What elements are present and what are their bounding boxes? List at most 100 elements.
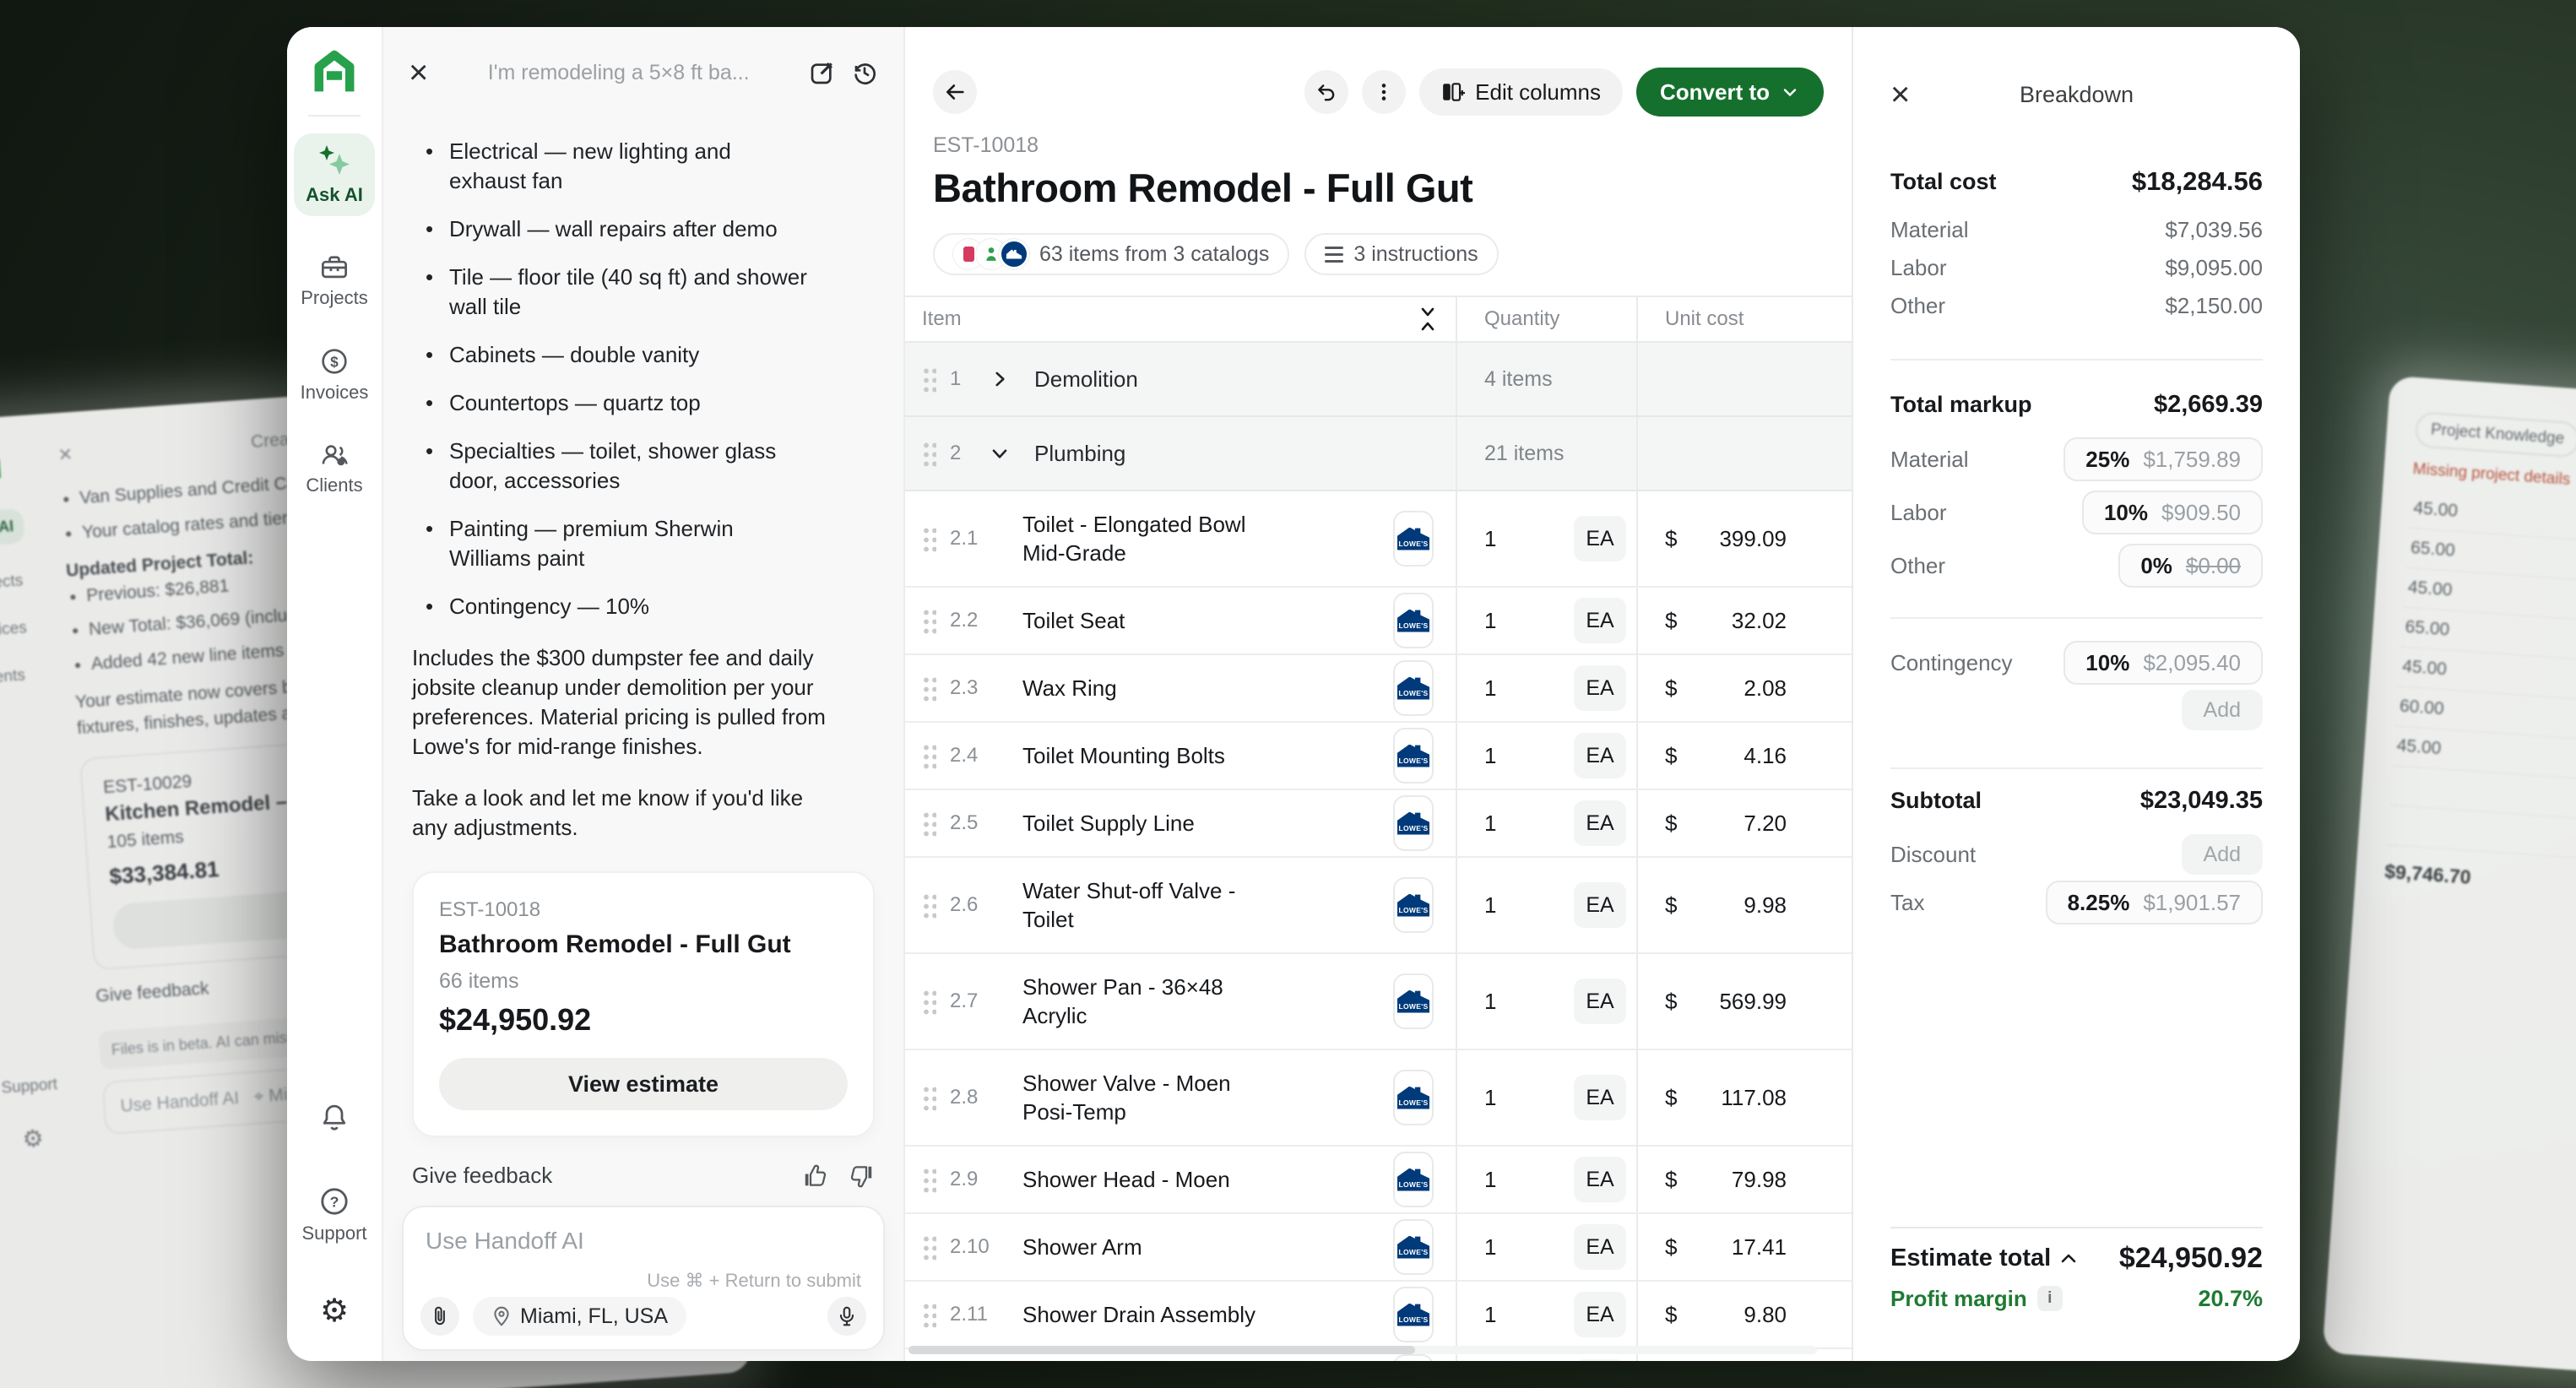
table-item-row[interactable]: 2.4 Toilet Mounting Bolts LOWE'S 1 EA $ … (905, 723, 1852, 790)
item-unit[interactable]: EA (1574, 800, 1626, 846)
notifications-button[interactable] (320, 1103, 349, 1133)
drag-handle-icon[interactable] (922, 989, 936, 1015)
item-unit[interactable]: EA (1574, 733, 1626, 778)
undo-button[interactable] (1304, 70, 1348, 114)
item-unit-cost[interactable]: 2.08 (1744, 675, 1787, 702)
markup-pill[interactable]: 0% $0.00 (2118, 544, 2263, 588)
table-item-row[interactable]: 2.2 Toilet Seat LOWE'S 1 EA $ 32.02 (905, 588, 1852, 655)
drag-handle-icon[interactable] (922, 1085, 936, 1111)
close-chat-icon[interactable]: × (409, 56, 428, 89)
item-unit[interactable]: EA (1574, 1359, 1626, 1361)
item-unit-cost[interactable]: 7.20 (1744, 811, 1787, 837)
table-item-row[interactable]: 2.10 Shower Arm LOWE'S 1 EA $ 17.41 (905, 1214, 1852, 1282)
table-item-row[interactable]: 2.7 Shower Pan - 36×48 Acrylic LOWE'S 1 … (905, 954, 1852, 1050)
item-unit[interactable]: EA (1574, 1292, 1626, 1337)
group-chevron-icon[interactable] (989, 368, 1011, 390)
markup-pill[interactable]: 25% $1,759.89 (2064, 437, 2263, 481)
item-unit[interactable]: EA (1574, 882, 1626, 928)
attach-button[interactable] (420, 1297, 459, 1336)
back-button[interactable] (933, 70, 977, 114)
sidebar-item-clients[interactable]: Clients (306, 442, 362, 496)
drag-handle-icon[interactable] (922, 892, 936, 919)
catalogs-badge[interactable]: 63 items from 3 catalogs (933, 233, 1289, 275)
markup-pill[interactable]: 10% $909.50 (2082, 491, 2263, 534)
table-item-row[interactable]: 2.11 Shower Drain Assembly LOWE'S 1 EA $… (905, 1282, 1852, 1349)
info-icon[interactable]: i (2037, 1286, 2063, 1311)
scrollbar-thumb[interactable] (908, 1346, 1415, 1354)
sidebar-item-invoices[interactable]: $ Invoices (301, 348, 369, 404)
group-chevron-icon[interactable] (989, 442, 1011, 464)
view-estimate-button[interactable]: View estimate (439, 1058, 848, 1110)
item-quantity[interactable]: 1 (1484, 989, 1496, 1015)
chat-input[interactable]: Use Handoff AI Use ⌘ + Return to submit … (402, 1206, 885, 1351)
item-quantity[interactable]: 1 (1484, 1234, 1496, 1261)
item-quantity[interactable]: 1 (1484, 1167, 1496, 1193)
drag-handle-icon[interactable] (922, 441, 936, 467)
close-breakdown-icon[interactable]: × (1890, 78, 1910, 111)
item-quantity[interactable]: 1 (1484, 608, 1496, 634)
convert-to-button[interactable]: Convert to (1636, 68, 1824, 117)
drag-handle-icon[interactable] (922, 675, 936, 702)
item-quantity[interactable]: 1 (1484, 1302, 1496, 1328)
table-item-row[interactable]: 2.6 Water Shut-off Valve - Toilet LOWE'S… (905, 858, 1852, 954)
thumbs-up-icon[interactable] (802, 1163, 827, 1189)
more-options-button[interactable] (1362, 70, 1406, 114)
table-item-row[interactable]: 2.3 Wax Ring LOWE'S 1 EA $ 2.08 (905, 655, 1852, 723)
table-group-row[interactable]: 1 Demolition 4 items (905, 343, 1852, 417)
item-unit[interactable]: EA (1574, 1157, 1626, 1202)
item-unit[interactable]: EA (1574, 1075, 1626, 1120)
instructions-badge[interactable]: 3 instructions (1304, 233, 1498, 275)
collapse-all-icon[interactable] (1418, 307, 1437, 331)
item-unit-cost[interactable]: 9.80 (1744, 1302, 1787, 1328)
item-unit[interactable]: EA (1574, 516, 1626, 561)
mic-button[interactable] (827, 1297, 866, 1336)
sidebar-item-projects[interactable]: Projects (301, 255, 367, 309)
item-unit-cost[interactable]: 79.98 (1732, 1167, 1787, 1193)
tax-pill[interactable]: 8.25% $1,901.57 (2046, 881, 2263, 924)
location-pill[interactable]: Miami, FL, USA (473, 1297, 686, 1336)
table-item-row[interactable]: 2.8 Shower Valve - Moen Posi-Temp LOWE'S… (905, 1050, 1852, 1147)
item-quantity[interactable]: 1 (1484, 1085, 1496, 1111)
item-unit-cost[interactable]: 32.02 (1732, 608, 1787, 634)
table-item-row[interactable]: 2.9 Shower Head - Moen LOWE'S 1 EA $ 79.… (905, 1147, 1852, 1214)
history-icon[interactable] (851, 59, 878, 86)
item-unit[interactable]: EA (1574, 598, 1626, 643)
thumbs-down-icon[interactable] (849, 1163, 875, 1189)
estimate-card[interactable]: EST-10018 Bathroom Remodel - Full Gut 66… (412, 871, 875, 1137)
item-quantity[interactable]: 1 (1484, 892, 1496, 919)
item-unit-cost[interactable]: 399.09 (1719, 526, 1787, 552)
drag-handle-icon[interactable] (922, 1234, 936, 1261)
item-quantity[interactable]: 1 (1484, 526, 1496, 552)
handoff-logo[interactable] (311, 49, 358, 96)
contingency-pill[interactable]: 10% $2,095.40 (2064, 641, 2263, 685)
add-button[interactable]: Add (2182, 834, 2263, 875)
item-quantity[interactable]: 1 (1484, 811, 1496, 837)
drag-handle-icon[interactable] (922, 366, 936, 393)
item-unit[interactable]: EA (1574, 979, 1626, 1024)
sidebar-item-ask-ai[interactable]: Ask AI (294, 133, 375, 216)
item-unit[interactable]: EA (1574, 1224, 1626, 1270)
item-unit-cost[interactable]: 569.99 (1719, 989, 1787, 1015)
settings-button[interactable]: ⚙ (320, 1295, 349, 1327)
give-feedback-label[interactable]: Give feedback (412, 1163, 552, 1189)
drag-handle-icon[interactable] (922, 1302, 936, 1328)
item-unit[interactable]: EA (1574, 665, 1626, 711)
new-chat-icon[interactable] (809, 59, 836, 86)
item-unit-cost[interactable]: 4.16 (1744, 743, 1787, 769)
sidebar-item-support[interactable]: ? Support (301, 1187, 366, 1244)
drag-handle-icon[interactable] (922, 608, 936, 634)
drag-handle-icon[interactable] (922, 526, 936, 552)
item-unit-cost[interactable]: 9.98 (1744, 892, 1787, 919)
drag-handle-icon[interactable] (922, 743, 936, 769)
table-item-row[interactable]: 2.5 Toilet Supply Line LOWE'S 1 EA $ 7.2… (905, 790, 1852, 858)
item-quantity[interactable]: 1 (1484, 675, 1496, 702)
table-group-row[interactable]: 2 Plumbing 21 items (905, 417, 1852, 491)
add-button[interactable]: Add (2182, 690, 2263, 730)
item-unit-cost[interactable]: 117.08 (1721, 1085, 1787, 1111)
item-unit-cost[interactable]: 17.41 (1732, 1234, 1787, 1261)
table-item-row[interactable]: 2.1 Toilet - Elongated Bowl Mid-Grade LO… (905, 491, 1852, 588)
drag-handle-icon[interactable] (922, 1167, 936, 1193)
item-quantity[interactable]: 1 (1484, 743, 1496, 769)
estimate-total-toggle[interactable]: Estimate total (1890, 1244, 2078, 1272)
edit-columns-button[interactable]: Edit columns (1419, 68, 1623, 116)
